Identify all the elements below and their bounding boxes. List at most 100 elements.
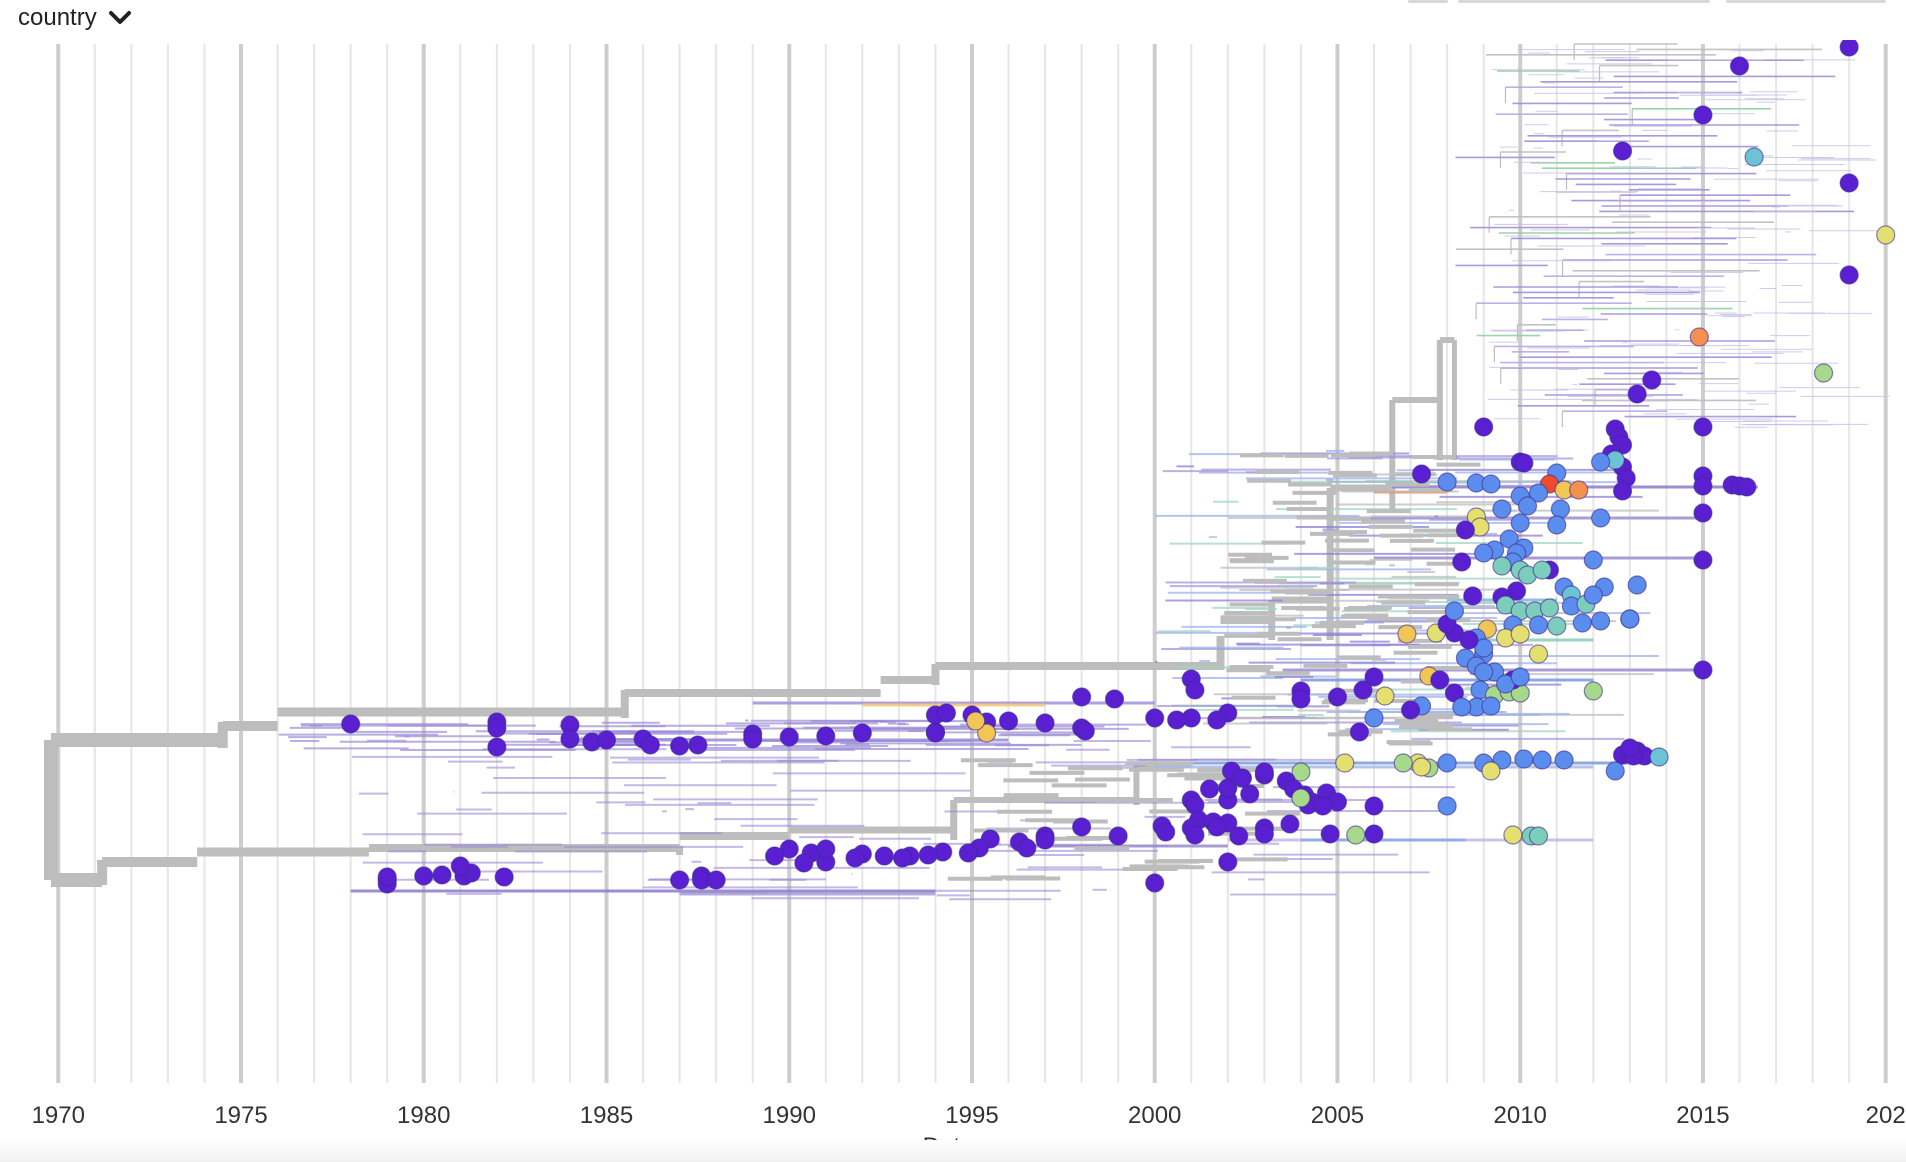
tip-marker[interactable] <box>1612 141 1633 161</box>
tip-marker[interactable] <box>1627 384 1647 404</box>
tip-marker[interactable] <box>1627 575 1647 595</box>
tip-marker[interactable] <box>1492 556 1512 576</box>
tip-marker[interactable] <box>1291 762 1311 782</box>
tip-marker[interactable] <box>1528 644 1549 664</box>
tip-marker[interactable] <box>1397 624 1417 644</box>
tip-marker[interactable] <box>1474 638 1494 658</box>
tip-marker[interactable] <box>669 736 690 756</box>
tip-marker[interactable] <box>918 845 938 865</box>
tip-marker[interactable] <box>1199 779 1220 799</box>
tip-marker[interactable] <box>845 848 865 868</box>
tip-marker[interactable] <box>1254 762 1274 782</box>
tip-marker[interactable] <box>1839 40 1859 57</box>
tip-marker[interactable] <box>1539 598 1560 618</box>
tip-marker[interactable] <box>1474 662 1494 682</box>
tip-marker[interactable] <box>936 703 956 723</box>
tip-marker[interactable] <box>892 848 913 868</box>
tip-marker[interactable] <box>1364 824 1384 844</box>
tip-marker[interactable] <box>1075 721 1095 741</box>
tip-marker[interactable] <box>1481 696 1501 716</box>
tip-marker[interactable] <box>1411 464 1432 484</box>
tip-marker[interactable] <box>1583 585 1603 605</box>
tip-marker[interactable] <box>1547 616 1567 636</box>
tip-marker[interactable] <box>1452 697 1472 717</box>
tip-marker[interactable] <box>1620 738 1640 758</box>
tip-marker[interactable] <box>1528 483 1549 503</box>
tip-marker[interactable] <box>1550 499 1571 519</box>
tip-marker[interactable] <box>743 729 763 749</box>
tip-marker[interactable] <box>1375 686 1395 706</box>
tip-marker[interactable] <box>1280 814 1300 834</box>
tip-marker[interactable] <box>1364 708 1384 728</box>
tip-marker[interactable] <box>640 735 660 755</box>
tip-marker[interactable] <box>1510 624 1530 644</box>
tip-marker[interactable] <box>1876 225 1896 245</box>
tip-marker[interactable] <box>1503 825 1523 845</box>
tip-marker[interactable] <box>494 867 514 887</box>
tip-marker[interactable] <box>1035 830 1055 850</box>
tip-marker[interactable] <box>1240 784 1260 804</box>
tip-marker[interactable] <box>966 711 986 731</box>
tip-marker[interactable] <box>1554 750 1574 770</box>
tip-marker[interactable] <box>1612 481 1633 501</box>
tip-marker[interactable] <box>1693 660 1713 680</box>
tip-marker[interactable] <box>1207 710 1227 730</box>
tip-marker[interactable] <box>1185 680 1205 700</box>
tip-marker[interactable] <box>1532 750 1552 770</box>
tip-marker[interactable] <box>1532 560 1552 580</box>
tip-marker[interactable] <box>1327 687 1348 707</box>
tip-marker[interactable] <box>596 730 617 750</box>
tip-marker[interactable] <box>1492 499 1512 519</box>
tip-marker[interactable] <box>977 723 997 743</box>
tip-marker[interactable] <box>1528 826 1549 846</box>
tip-marker[interactable] <box>1729 56 1750 76</box>
tip-marker[interactable] <box>998 711 1019 731</box>
tip-marker[interactable] <box>1642 370 1662 390</box>
tip-marker[interactable] <box>1474 417 1494 437</box>
tip-marker[interactable] <box>706 870 726 890</box>
tip-marker[interactable] <box>1455 520 1475 540</box>
tip-marker[interactable] <box>1437 796 1457 816</box>
tip-marker[interactable] <box>1510 513 1530 533</box>
tip-marker[interactable] <box>560 729 580 749</box>
tip-marker[interactable] <box>765 846 785 866</box>
tip-marker[interactable] <box>1744 147 1764 167</box>
tip-marker[interactable] <box>1528 615 1549 635</box>
tip-marker[interactable] <box>432 865 452 885</box>
tip-marker[interactable] <box>1349 722 1369 742</box>
tip-marker[interactable] <box>874 846 894 866</box>
tip-marker[interactable] <box>1444 601 1465 621</box>
tip-marker[interactable] <box>1591 508 1611 528</box>
tip-marker[interactable] <box>1017 838 1037 858</box>
tip-marker[interactable] <box>1572 613 1592 633</box>
tip-marker[interactable] <box>1400 700 1421 720</box>
tip-marker[interactable] <box>669 870 690 890</box>
tip-marker[interactable] <box>487 718 507 738</box>
tip-marker[interactable] <box>1104 689 1125 709</box>
tip-marker[interactable] <box>1481 474 1501 494</box>
tip-marker[interactable] <box>1254 824 1274 844</box>
tip-marker[interactable] <box>958 843 978 863</box>
tip-marker[interactable] <box>852 723 872 743</box>
tip-marker[interactable] <box>1072 817 1092 837</box>
tip-marker[interactable] <box>1218 778 1238 798</box>
tip-marker[interactable] <box>1649 747 1669 767</box>
tip-marker[interactable] <box>1207 817 1227 837</box>
tip-marker[interactable] <box>1463 586 1483 606</box>
tip-marker[interactable] <box>794 853 814 873</box>
tip-marker[interactable] <box>1364 667 1384 687</box>
tip-marker[interactable] <box>1185 825 1205 845</box>
tip-marker[interactable] <box>1320 824 1340 844</box>
tip-marker[interactable] <box>1108 826 1128 846</box>
tip-marker[interactable] <box>1591 611 1611 631</box>
tip-marker[interactable] <box>1364 796 1384 816</box>
tip-marker[interactable] <box>925 723 946 743</box>
panel-tab-a[interactable] <box>1408 0 1448 3</box>
tip-marker[interactable] <box>816 726 836 746</box>
tip-marker[interactable] <box>1517 496 1538 516</box>
tip-marker[interactable] <box>1145 873 1165 893</box>
tip-marker[interactable] <box>779 727 799 747</box>
tip-marker[interactable] <box>1229 826 1249 846</box>
tip-marker[interactable] <box>1839 265 1859 285</box>
tip-marker[interactable] <box>1437 472 1457 492</box>
